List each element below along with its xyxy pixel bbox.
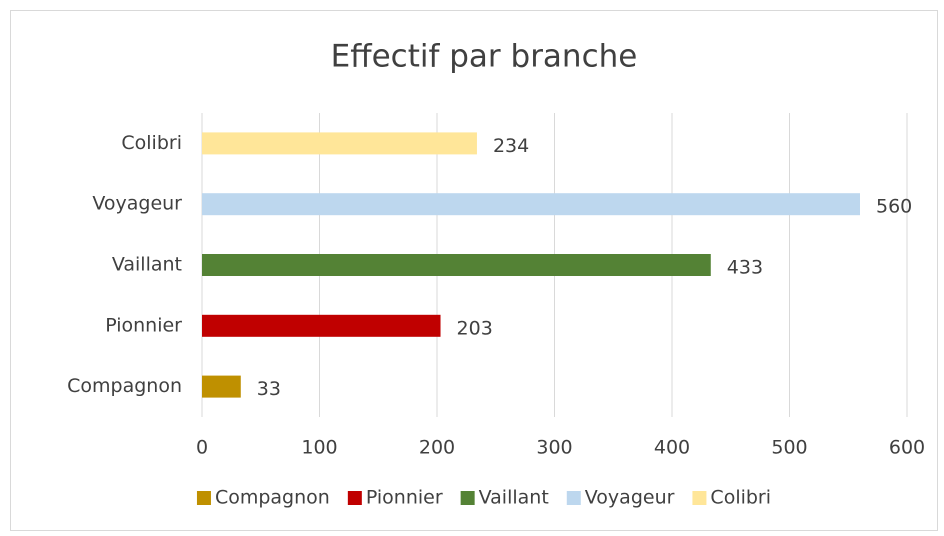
x-tick-label: 200	[419, 437, 455, 459]
data-label: 234	[493, 135, 529, 157]
legend-swatch	[460, 491, 475, 505]
y-tick-label: Voyageur	[92, 193, 182, 215]
y-tick-label: Pionnier	[105, 314, 182, 336]
data-label: 33	[257, 378, 281, 400]
bar	[202, 375, 241, 398]
x-tick-label: 600	[889, 437, 925, 459]
bar	[202, 314, 441, 337]
legend-swatch	[566, 491, 581, 505]
y-tick-label: Colibri	[121, 132, 182, 154]
legend-label: Pionnier	[366, 487, 443, 509]
y-tick-label: Compagnon	[67, 375, 182, 397]
legend-swatch	[692, 491, 707, 505]
bar	[202, 254, 711, 276]
bar	[202, 193, 860, 216]
x-tick-label: 300	[536, 437, 572, 459]
data-label: 203	[457, 317, 493, 339]
legend-label: Vaillant	[479, 487, 549, 509]
x-tick-label: 0	[196, 437, 208, 459]
legend-swatch	[196, 491, 211, 505]
legend-label: Compagnon	[215, 487, 330, 509]
legend-swatch	[347, 491, 362, 505]
legend-label: Colibri	[710, 487, 771, 509]
legend-label: Voyageur	[585, 487, 675, 509]
chart-title: Effectif par branche	[331, 39, 638, 75]
data-label: 433	[727, 257, 763, 279]
bar	[202, 132, 477, 155]
x-tick-label: 400	[654, 437, 690, 459]
x-tick-label: 100	[301, 437, 337, 459]
x-tick-label: 500	[771, 437, 807, 459]
data-label: 560	[876, 196, 912, 218]
y-tick-label: Vaillant	[112, 254, 182, 276]
